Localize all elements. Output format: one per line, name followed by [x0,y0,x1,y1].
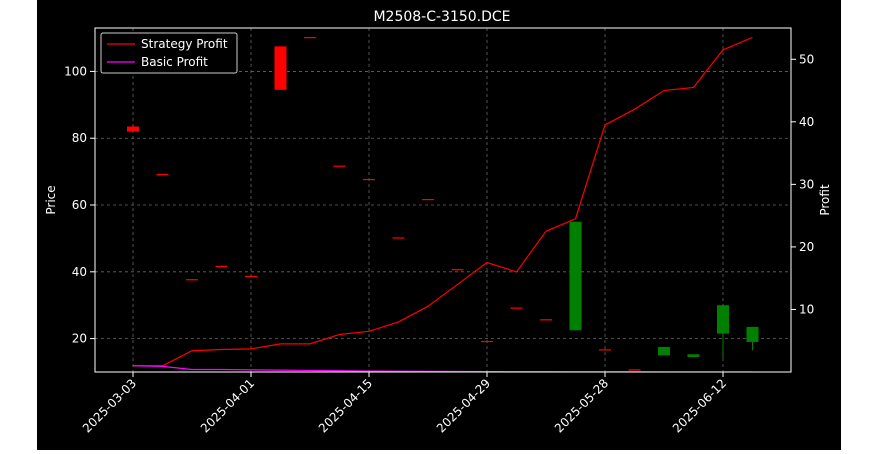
y-right-tick-label: 50 [799,52,814,66]
x-tick-label: 2025-03-03 [80,376,139,435]
legend-box [100,32,238,74]
candle-body [628,369,641,371]
plot-frame [94,27,792,373]
candle-body [481,340,493,343]
x-tick-label: 2025-06-12 [670,376,729,435]
y-left-tick-label: 100 [64,64,87,78]
series-line [132,365,753,373]
y-axis-right: 10 20 30 40 50 [791,52,814,316]
candle-body [245,275,257,278]
candle-body [717,305,729,334]
x-tick-label: 2025-04-15 [316,376,375,435]
legend: Strategy Profit Basic Profit [100,32,238,74]
candle-body [127,126,139,132]
candle-body [687,354,700,357]
candle-body [746,326,759,342]
y-right-tick-label: 10 [799,302,814,316]
y-axis-left-label: Price [44,185,58,214]
candles [127,37,759,371]
candle-body [510,307,523,309]
candle-body [540,319,552,321]
y-right-tick-label: 40 [799,115,814,129]
y-left-tick-label: 20 [72,332,87,346]
x-axis: 2025-03-03 2025-04-01 2025-04-15 2025-04-29… [80,372,729,435]
y-right-tick-label: 20 [799,240,814,254]
chart-title: M2508-C-3150.DCE [373,9,510,25]
candle-body [599,349,611,351]
candle-body [215,265,228,267]
x-tick-label: 2025-04-01 [198,376,257,435]
legend-basic-label: Basic Profit [141,55,208,69]
y-left-tick-label: 40 [72,265,87,279]
candle-body [569,221,582,331]
y-left-tick-label: 60 [72,198,87,212]
legend-strategy-label: Strategy Profit [141,37,228,51]
candle-body [363,178,375,181]
x-tick-label: 2025-05-28 [552,376,611,435]
candle-body [658,346,670,356]
candle-body [333,165,346,167]
x-tick-label: 2025-04-29 [434,376,493,435]
chart-area: M2508-C-3150.DCE 2025-03-03 2025-04-01 202… [37,0,841,450]
y-left-tick-label: 80 [72,131,87,145]
grid-lines [95,28,791,372]
candle-body [451,269,464,271]
series-line [133,36,753,367]
candle-body [304,37,316,39]
y-axis-left: 20 40 60 80 100 [64,64,95,346]
y-right-tick-label: 30 [799,177,814,191]
candle-body [422,198,434,201]
candle-body [156,173,169,176]
candlestick-chart: M2508-C-3150.DCE 2025-03-03 2025-04-01 202… [44,9,832,435]
candle-body [186,279,198,281]
candle-body [274,46,287,90]
y-axis-right-label: Profit [818,184,832,216]
candle-body [392,237,405,239]
